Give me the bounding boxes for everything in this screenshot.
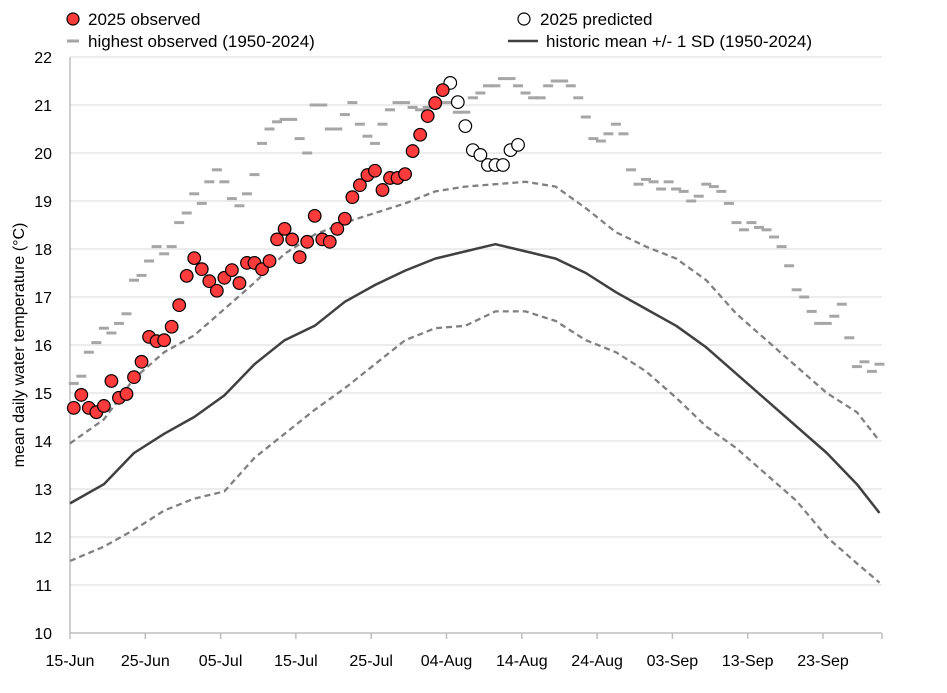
x-tick-label: 23-Sep xyxy=(797,653,849,670)
sd-band-line xyxy=(69,180,881,445)
x-tick-label: 14-Aug xyxy=(496,653,548,670)
observed-point xyxy=(164,319,179,334)
legend-highest-label: highest observed (1950-2024) xyxy=(88,32,315,51)
series-5 xyxy=(69,310,881,584)
predicted-point xyxy=(458,119,473,134)
observed-point xyxy=(413,127,428,142)
observed-point xyxy=(66,400,81,415)
observed-point xyxy=(187,251,202,266)
legend-predicted-marker xyxy=(517,12,531,26)
x-tick-label: 03-Sep xyxy=(647,653,699,670)
x-tick-label: 15-Jun xyxy=(46,653,95,670)
observed-point xyxy=(435,83,450,98)
y-tick-label: 16 xyxy=(34,338,52,355)
sd-band-line xyxy=(69,310,881,584)
x-tick-label: 15-Jul xyxy=(274,653,318,670)
legend-observed-marker xyxy=(66,12,80,26)
predicted-point xyxy=(450,95,465,110)
observed-point xyxy=(398,167,412,182)
observed-point xyxy=(224,263,239,278)
predicted-point xyxy=(473,148,488,162)
observed-point xyxy=(232,276,247,290)
x-tick-label: 25-Jul xyxy=(349,653,393,670)
observed-point xyxy=(277,221,292,236)
observed-point xyxy=(300,234,315,249)
x-tick-labels: 15-Jun 25-Jun 05-Jul 15-Jul 25-Jul 04-Aug 14-A… xyxy=(46,653,849,670)
observed-point xyxy=(330,221,345,236)
observed-point xyxy=(285,232,300,247)
observed-point xyxy=(172,298,187,313)
observed-point xyxy=(194,262,209,277)
y-tick-label: 17 xyxy=(34,290,52,307)
observed-point xyxy=(179,268,194,283)
observed-point xyxy=(262,254,277,268)
observed-point xyxy=(127,370,141,385)
legend-observed-label: 2025 observed xyxy=(88,10,200,29)
y-tick-label: 14 xyxy=(34,434,52,451)
series-layer xyxy=(66,76,885,584)
observed-point xyxy=(134,354,149,369)
observed-point xyxy=(157,333,172,348)
axes xyxy=(69,57,883,639)
x-tick-label: 05-Jul xyxy=(199,653,243,670)
y-tick-label: 13 xyxy=(34,482,52,499)
y-tick-label: 22 xyxy=(34,50,52,67)
y-tick-labels: 10 11 12 13 14 15 16 17 18 19 20 21 22 xyxy=(34,50,52,643)
legend: 2025 observed 2025 predicted highest obs… xyxy=(66,10,812,51)
observed-point xyxy=(368,163,382,178)
observed-point xyxy=(119,387,134,401)
series-4 xyxy=(69,180,881,445)
observed-point xyxy=(345,190,360,205)
y-tick-label: 11 xyxy=(35,578,52,595)
observed-point xyxy=(420,109,435,123)
observed-point xyxy=(375,183,390,197)
series-0 xyxy=(66,83,450,420)
observed-point xyxy=(74,388,89,402)
y-tick-label: 12 xyxy=(34,530,52,547)
y-tick-label: 19 xyxy=(34,194,52,211)
legend-item-mean: historic mean +/- 1 SD (1950-2024) xyxy=(508,32,812,51)
predicted-point xyxy=(511,137,525,152)
legend-item-highest: highest observed (1950-2024) xyxy=(67,32,315,51)
predicted-point xyxy=(496,158,510,172)
observed-point xyxy=(202,274,217,289)
series-1 xyxy=(443,76,525,172)
observed-point xyxy=(209,283,224,298)
y-tick-label: 20 xyxy=(34,146,52,163)
observed-point xyxy=(270,232,284,247)
observed-point xyxy=(337,211,352,226)
y-tick-label: 10 xyxy=(34,626,52,643)
y-axis-label: mean daily water temperature (°C) xyxy=(11,223,28,468)
x-tick-label: 13-Sep xyxy=(722,653,774,670)
observed-point xyxy=(405,144,420,158)
legend-item-predicted: 2025 predicted xyxy=(517,10,652,29)
legend-mean-label: historic mean +/- 1 SD (1950-2024) xyxy=(546,32,812,51)
observed-point xyxy=(96,399,111,413)
legend-item-observed: 2025 observed xyxy=(66,10,200,29)
y-tick-label: 21 xyxy=(34,98,52,115)
observed-point xyxy=(353,178,367,193)
y-tick-label: 15 xyxy=(34,386,52,403)
historic-mean-line xyxy=(69,242,881,514)
observed-point xyxy=(428,96,443,110)
y-tick-label: 18 xyxy=(34,242,52,259)
series-3 xyxy=(69,242,881,514)
gridlines xyxy=(70,56,882,586)
legend-predicted-label: 2025 predicted xyxy=(540,10,652,29)
observed-point xyxy=(292,250,307,265)
observed-point xyxy=(322,234,337,249)
x-tick-label: 25-Jun xyxy=(121,653,170,670)
x-tick-label: 24-Aug xyxy=(571,653,623,670)
observed-point xyxy=(307,208,322,223)
x-tick-label: 04-Aug xyxy=(421,653,473,670)
observed-point xyxy=(104,374,119,388)
